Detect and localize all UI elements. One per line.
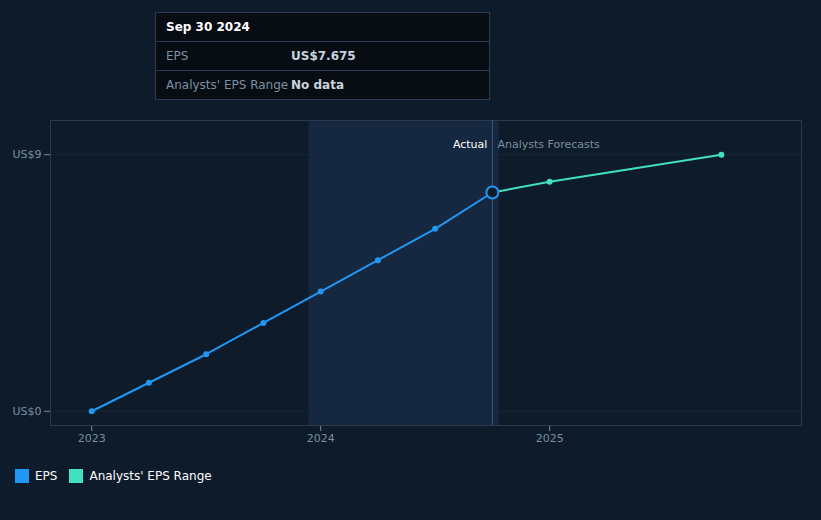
html-text:US$7.675: US$7.675 <box>291 49 356 63</box>
html-text:EPS: EPS <box>166 49 189 63</box>
svg-text:US$0: US$0 <box>12 405 41 418</box>
html-text:EPS: EPS <box>35 468 58 483</box>
svg-text:US$9: US$9 <box>12 148 41 161</box>
svg-text:2025: 2025 <box>536 432 564 445</box>
html-text:Analysts' EPS Range No data: Analysts' EPS Range No data <box>166 78 344 92</box>
html-text:Analysts' EPS Range: Analysts' EPS Range <box>89 468 212 483</box>
svg-text:2023: 2023 <box>78 432 106 445</box>
html-text:Sep 30 2024: Sep 30 2024 <box>166 20 250 34</box>
svg-text:Analysts Forecasts: Analysts Forecasts <box>497 138 600 151</box>
svg-text:Actual: Actual <box>453 138 487 151</box>
svg-text:2024: 2024 <box>307 432 335 445</box>
